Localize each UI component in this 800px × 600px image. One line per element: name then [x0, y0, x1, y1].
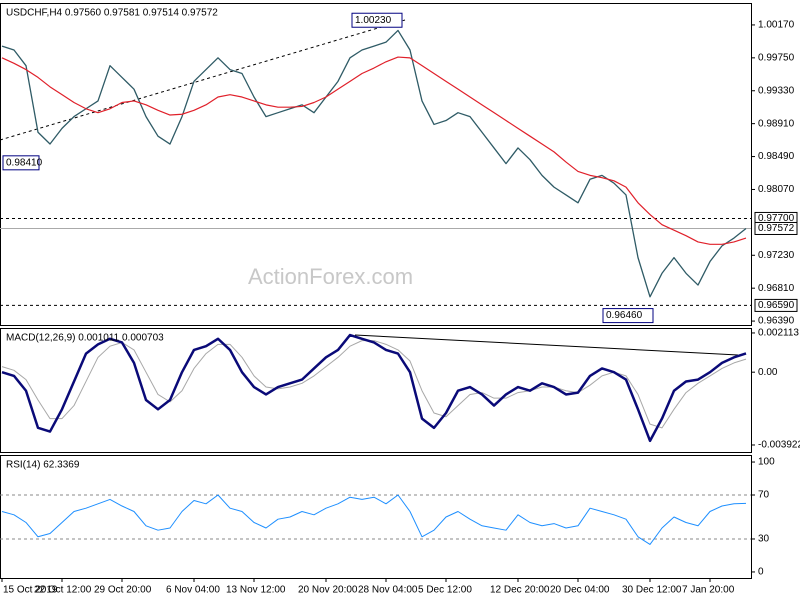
macd-trend-line: [354, 334, 739, 356]
series-line: [1, 56, 747, 245]
x-tick-label: 30 Dec 12:00: [622, 585, 682, 596]
annotation-box: [602, 308, 654, 324]
x-tick-label: 20 Nov 20:00: [298, 585, 358, 596]
x-tick-label: 15 Oct 2019: [3, 585, 58, 596]
y-tick-label: 0.002113: [758, 328, 799, 339]
level-label-box: [754, 298, 798, 312]
y-tick-label: 0.96390: [758, 316, 795, 327]
x-tick-label: 5 Dec 12:00: [418, 585, 472, 596]
y-tick-label: 0.98910: [758, 118, 795, 129]
x-tick-label: 13 Nov 12:00: [226, 585, 286, 596]
x-tick-label: 12 Dec 20:00: [490, 585, 550, 596]
level-label: 0.96590: [758, 300, 795, 311]
pane-frame: [0, 328, 752, 453]
annotation-label: 0.96460: [606, 310, 643, 321]
pane-title: USDCHF,H4 0.97560 0.97581 0.97514 0.9757…: [6, 8, 218, 19]
x-tick-label: 28 Nov 04:00: [358, 585, 418, 596]
annotation-label: 0.98410: [6, 157, 43, 168]
y-tick-label: 0.98490: [758, 151, 795, 162]
y-tick-label: 30: [758, 534, 770, 545]
y-tick-label: 0.00: [758, 367, 778, 378]
y-tick-label: 0.96810: [758, 283, 795, 294]
trend-line: [0, 19, 406, 141]
pane-title: RSI(14) 62.3369: [6, 460, 80, 471]
y-tick-label: -0.003922: [758, 440, 800, 451]
y-tick-label: 0.98070: [758, 184, 795, 195]
annotation-box: [351, 12, 403, 28]
x-tick-label: 20 Dec 04:00: [550, 585, 610, 596]
y-tick-label: 0.99330: [758, 85, 795, 96]
annotation-label: 1.00230: [355, 15, 392, 26]
x-tick-label: 29 Oct 20:00: [94, 585, 152, 596]
y-tick-label: 0: [758, 567, 764, 578]
y-tick-label: 0.99750: [758, 52, 795, 63]
watermark: ActionForex.com: [248, 264, 413, 289]
pane-frame: [0, 455, 752, 579]
annotation-box: [2, 155, 40, 171]
series-line: [1, 494, 747, 545]
x-tick-label: 7 Jan 20:00: [682, 585, 735, 596]
y-tick-label: 100: [758, 457, 775, 468]
last-price-box: [754, 221, 798, 235]
x-tick-label: 6 Nov 04:00: [166, 585, 220, 596]
series-line: [1, 29, 747, 298]
y-tick-label: 70: [758, 490, 770, 501]
y-tick-label: 0.97230: [758, 250, 795, 261]
pane-frame: [0, 3, 752, 326]
pane-title: MACD(12,26,9) 0.001011 0.000703: [6, 333, 164, 344]
x-tick-label: 22 Oct 12:00: [34, 585, 92, 596]
series-line: [1, 340, 747, 429]
last-price-label: 0.97572: [758, 223, 795, 234]
y-tick-label: 1.00170: [758, 20, 795, 31]
level-label: 0.97700: [758, 213, 795, 224]
series-line: [1, 333, 747, 443]
